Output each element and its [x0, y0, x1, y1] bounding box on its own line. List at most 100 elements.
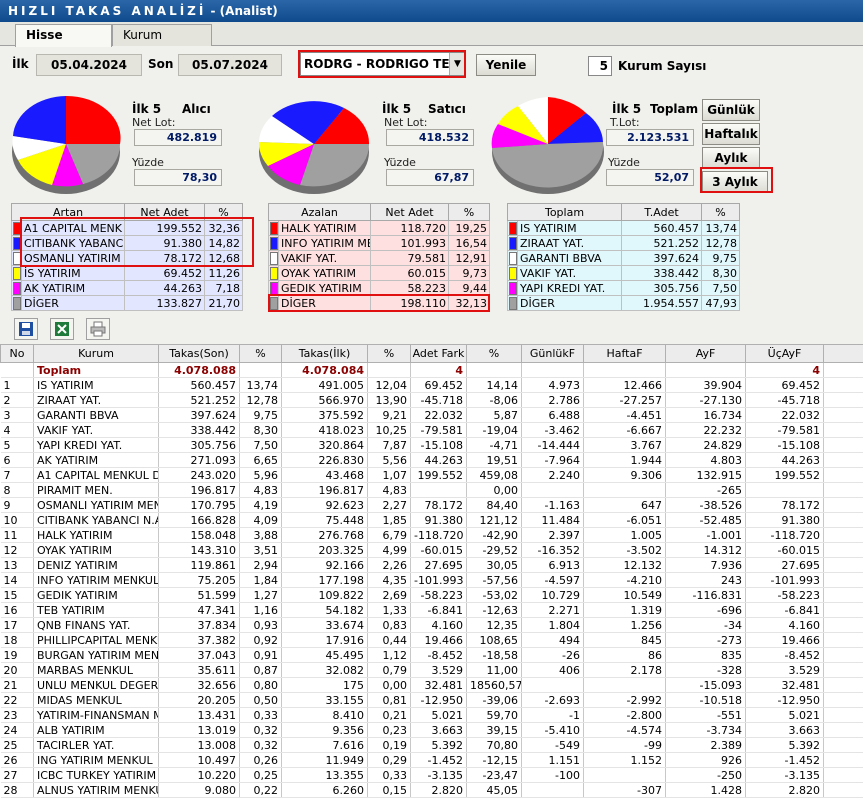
tab-kurum[interactable]: Kurum	[112, 24, 212, 46]
pie-slice-blue	[13, 96, 66, 144]
cell: 158.048	[159, 528, 240, 543]
cell: -52.485	[666, 513, 746, 528]
column-header[interactable]: ÜçAyF	[746, 345, 824, 363]
start-date-field[interactable]: 05.04.2024	[36, 54, 142, 76]
col-header[interactable]: %	[702, 204, 740, 221]
end-date-field[interactable]: 05.07.2024	[178, 54, 282, 76]
save-icon[interactable]	[14, 318, 38, 340]
cell: 1.804	[522, 618, 584, 633]
column-header[interactable]: Takas(İlk)	[282, 345, 368, 363]
cell: 226.830	[282, 453, 368, 468]
cell: 9	[1, 498, 34, 513]
cell: 5.392	[746, 738, 824, 753]
percent-value: 9,75	[702, 251, 740, 266]
column-header[interactable]: %	[467, 345, 522, 363]
weekly-button[interactable]: Haftalık	[702, 123, 760, 145]
col-header[interactable]: Azalan	[269, 204, 371, 221]
cell: 1,16	[240, 603, 282, 618]
cell: 1,07	[368, 468, 411, 483]
cell: 19.466	[411, 633, 467, 648]
cell: -328	[666, 663, 746, 678]
column-header[interactable]: GünlükF	[522, 345, 584, 363]
monthly-button[interactable]: Aylık	[702, 147, 760, 169]
cell: 11	[1, 528, 34, 543]
column-header[interactable]: Adet Fark	[411, 345, 467, 363]
col-header[interactable]: Toplam	[508, 204, 622, 221]
col-header[interactable]: Net Adet	[371, 204, 449, 221]
cell: 13	[1, 558, 34, 573]
daily-button[interactable]: Günlük	[702, 99, 760, 121]
column-header[interactable]: No	[1, 345, 34, 363]
column-header[interactable]: AyF	[666, 345, 746, 363]
kurum-name: IS YATIRIM	[518, 221, 622, 236]
col-header[interactable]: %	[449, 204, 490, 221]
filler-cell	[824, 618, 863, 633]
color-swatch	[12, 281, 22, 296]
kurum-sayisi-input[interactable]: 5	[588, 56, 612, 76]
cell: -29,52	[467, 543, 522, 558]
filler-cell	[824, 543, 863, 558]
filler-cell	[824, 468, 863, 483]
cell: 3	[1, 408, 34, 423]
percent-value: 11,26	[205, 266, 243, 281]
column-header[interactable]: %	[368, 345, 411, 363]
tab-hisse[interactable]: Hisse	[15, 24, 112, 47]
column-header[interactable]: HaftaF	[584, 345, 666, 363]
refresh-button[interactable]: Yenile	[476, 54, 536, 76]
excel-icon[interactable]	[50, 318, 74, 340]
pie-slices	[492, 97, 603, 187]
column-header[interactable]: Kurum	[34, 345, 159, 363]
column-header[interactable]: %	[240, 345, 282, 363]
col-header[interactable]: T.Adet	[622, 204, 702, 221]
percent-value: 19,25	[449, 221, 490, 236]
net-value: 79.581	[371, 251, 449, 266]
print-icon[interactable]	[86, 318, 110, 340]
cell: 18560,57	[467, 678, 522, 693]
percent-value: 47,93	[702, 296, 740, 311]
column-header[interactable]: Takas(Son)	[159, 345, 240, 363]
kurum-name: INFO YATIRIM MEN	[279, 236, 371, 251]
